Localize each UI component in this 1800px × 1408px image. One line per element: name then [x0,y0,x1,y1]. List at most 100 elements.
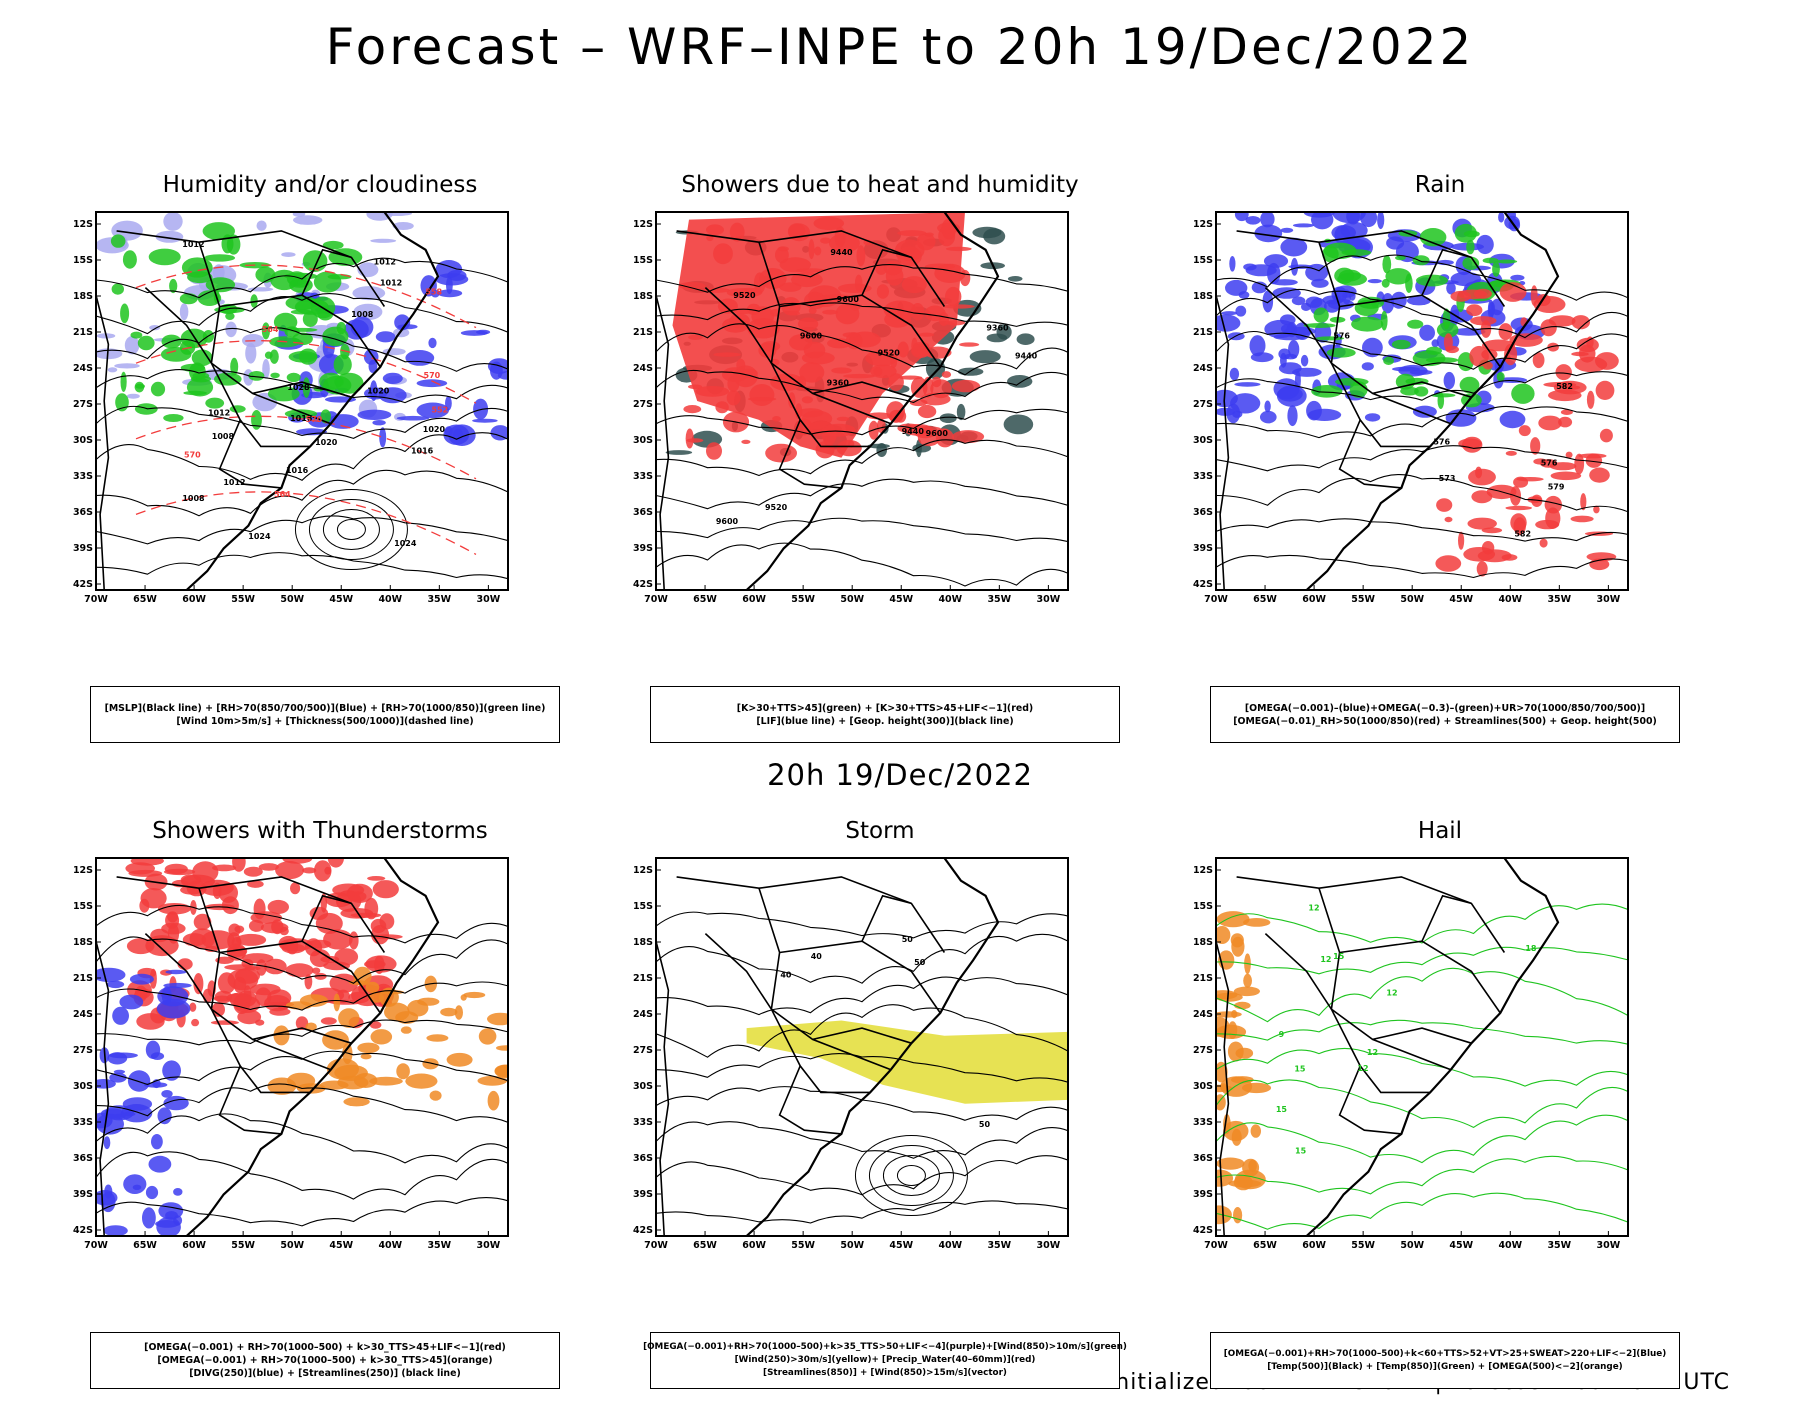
panel-rain: Rain 582 582 576 579 576 573 576 12S 15S 18S 21S 24… [1190,172,1690,762]
field-cell [130,331,143,339]
field-cell [473,398,489,420]
field-cell [235,933,267,946]
field-cell [123,1174,147,1194]
contour-line [96,1151,508,1200]
field-cell [1234,1169,1266,1190]
forecast-map[interactable]: 15121591212121512151812S15S18S21S24S27S3… [1190,848,1690,1318]
latitude-label: 36S [1193,507,1213,518]
field-cell [161,1090,173,1098]
contour-label: 1008 [351,310,374,319]
field-cell [959,342,980,347]
longitude-label: 65W [1253,1240,1277,1251]
longitude-label: 55W [231,594,255,605]
contour-label: 576 [1541,459,1558,468]
field-cell [205,397,225,409]
main-title: Forecast – WRF–INPE to 20h 19/Dec/2022 [325,18,1475,76]
state-border [1330,1008,1431,1094]
field-cell [1280,227,1294,233]
field-cell [487,1090,500,1111]
field-cell [1459,376,1480,394]
field-cell [122,250,137,269]
field-cell [1481,339,1516,352]
field-cell [876,418,886,434]
field-cell [365,955,397,973]
legend-line: [OMEGA(−0.001)+RH>70(1000–500)+k>35_TTS>… [643,1342,1127,1352]
field-cell [1482,361,1493,370]
field-cell [951,379,981,393]
field-cell [1233,986,1260,997]
state-border [779,294,941,368]
field-cell [275,861,305,880]
forecast-map[interactable]: 40 50 50 40 50 12S 15S 18S 21S 24S 27S 30S 33S 36S 39S… [630,848,1130,1318]
field-cell [302,867,317,874]
field-cell [110,234,126,248]
forecast-map[interactable]: 582 582 576 579 576 573 576 12S 15S 18S 21S 24S 27S 3… [1190,202,1690,672]
field-cell [106,980,125,989]
state-border [210,362,311,448]
field-cell [952,430,985,444]
field-cell [945,246,972,252]
state-border [1338,419,1402,489]
field-cell [1216,1094,1226,1111]
contour-line [1216,1079,1628,1129]
field-cell [204,254,236,262]
panel-title: Showers with Thunderstorms [152,818,488,844]
longitude-label: 30W [1597,1240,1621,1251]
latitude-label: 18S [73,291,93,302]
longitude-label: 35W [1547,594,1571,605]
field-cell [350,316,374,338]
latitude-label: 21S [633,327,653,338]
contour-label: 1012 [223,478,245,487]
field-cell [429,1090,442,1101]
field-cell [111,283,124,295]
field-cell [729,222,745,242]
field-cell [400,1026,412,1034]
field-cell [1287,405,1298,427]
field-cell [288,351,318,363]
map-layers: 9600 9600 9520 9600 9520 9600 9520 9440 9440 9440… [656,212,1068,590]
field-cell [162,1060,181,1081]
field-cell [1230,1076,1254,1084]
field-cell [1342,289,1351,305]
field-cell [1446,282,1456,295]
state-border [301,894,352,942]
field-cell [285,1001,313,1010]
field-cell [437,289,463,298]
field-cell [1337,272,1367,286]
field-cell [822,309,838,315]
contour-label: 1024 [394,539,417,548]
contour-label: 1008 [182,494,205,503]
field-cell [267,1077,297,1095]
field-cell [350,912,382,918]
field-cell [1539,538,1548,548]
latitude-label: 36S [73,507,93,518]
field-cell [904,424,934,436]
pressure-center-ring [896,1165,926,1187]
field-cell [1263,254,1289,268]
field-cell [417,997,440,1006]
field-cell [1443,333,1453,352]
field-cell [1549,462,1577,471]
field-cell [866,412,893,420]
field-cell [1468,468,1496,486]
field-cell [309,949,331,968]
longitude-label: 55W [1351,1240,1375,1251]
latitude-label: 36S [633,1153,653,1164]
latitude-label: 12S [1193,865,1213,876]
field-cell [1507,212,1516,222]
field-cell [267,899,289,915]
field-cell [1234,382,1261,387]
field-cell [343,1097,370,1107]
field-cell [1235,305,1247,317]
forecast-map[interactable]: 12S 15S 18S 21S 24S 27S 30S 33S 36S 39S 42S 70W 65W 6… [70,848,570,1318]
field-cell [1400,386,1419,396]
map-frame [1215,211,1629,591]
longitude-label: 40W [938,1240,962,1251]
field-cell [733,309,753,314]
field-cell [969,350,1001,364]
forecast-map[interactable]: 9600 9600 9520 9600 9520 9600 9520 9440 9440 9440… [630,202,1130,672]
forecast-map[interactable]: 1012 1012 1012 1008 1016 1016 1008 1012 1020 1020… [70,202,570,672]
contour-label: 582 [1514,529,1531,538]
contour-label: 12 [1308,904,1319,913]
state-border [861,894,912,942]
